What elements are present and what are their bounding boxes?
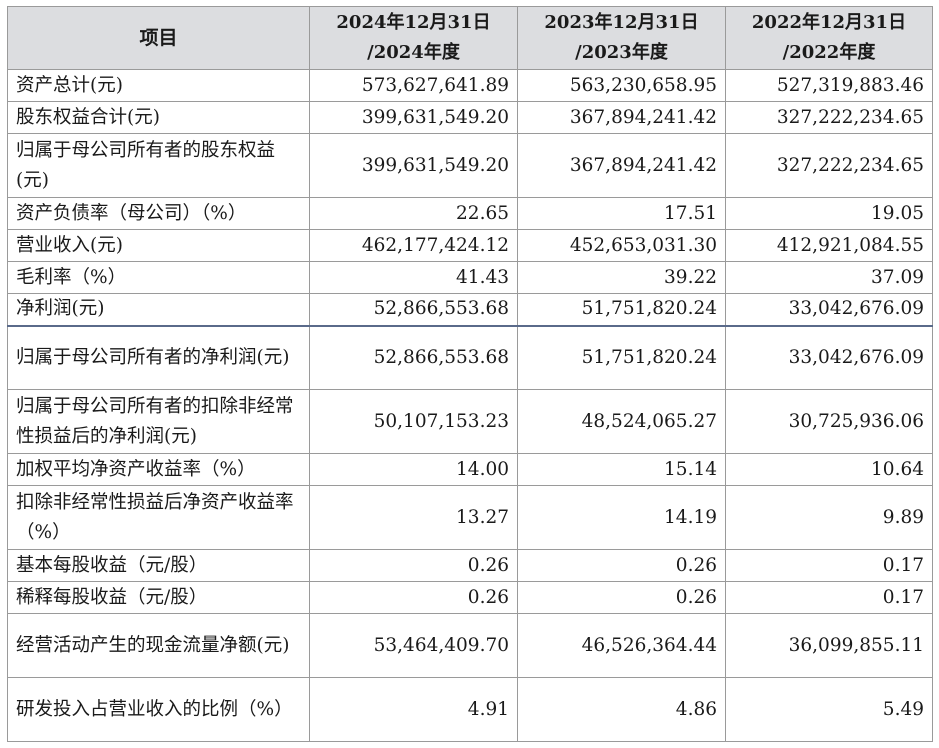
- table-row: 归属于母公司所有者的扣除非经常性损益后的净利润(元) 50,107,153.23…: [7, 389, 933, 454]
- value-2022: 37.09: [725, 261, 933, 294]
- row-label: 加权平均净资产收益率（%）: [7, 453, 310, 486]
- value-2023: 39.22: [517, 261, 726, 294]
- row-label: 研发投入占营业收入的比例（%）: [7, 677, 310, 742]
- financial-summary-table: 项目 2024年12月31日 /2024年度 2023年12月31日 /2023…: [7, 6, 933, 742]
- header-2023-date: 2023年12月31日: [544, 12, 699, 33]
- header-2023: 2023年12月31日 /2023年度: [517, 6, 726, 70]
- row-label: 归属于母公司所有者的净利润(元): [7, 324, 310, 390]
- table-row: 资产负债率（母公司）（%） 22.65 17.51 19.05: [7, 197, 933, 230]
- value-2022: 33,042,676.09: [725, 324, 933, 390]
- value-2024: 50,107,153.23: [309, 389, 518, 454]
- table-row: 基本每股收益（元/股） 0.26 0.26 0.17: [7, 549, 933, 582]
- table-row: 净利润(元) 52,866,553.68 51,751,820.24 33,04…: [7, 293, 933, 326]
- header-2022-date: 2022年12月31日: [751, 12, 907, 33]
- row-label: 稀释每股收益（元/股）: [7, 581, 310, 614]
- value-2024: 14.00: [309, 453, 518, 486]
- table-row: 股东权益合计(元) 399,631,549.20 367,894,241.42 …: [7, 101, 933, 134]
- row-label: 基本每股收益（元/股）: [7, 549, 310, 582]
- value-2024: 22.65: [309, 197, 518, 230]
- value-2024: 0.26: [309, 549, 518, 582]
- table-row: 稀释每股收益（元/股） 0.26 0.26 0.17: [7, 581, 933, 614]
- value-2024: 52,866,553.68: [309, 293, 518, 326]
- value-2023: 15.14: [517, 453, 726, 486]
- row-label: 营业收入(元): [7, 229, 310, 262]
- row-label: 净利润(元): [7, 293, 310, 326]
- row-label: 归属于母公司所有者的扣除非经常性损益后的净利润(元): [7, 389, 310, 454]
- value-2024: 53,464,409.70: [309, 613, 518, 678]
- value-2022: 327,222,234.65: [725, 133, 933, 198]
- value-2022: 30,725,936.06: [725, 389, 933, 454]
- row-label: 经营活动产生的现金流量净额(元): [7, 613, 310, 678]
- row-label: 扣除非经常性损益后净资产收益率（%）: [7, 485, 310, 550]
- value-2024: 399,631,549.20: [309, 101, 518, 134]
- table-row: 毛利率（%） 41.43 39.22 37.09: [7, 261, 933, 294]
- value-2023: 4.86: [517, 677, 726, 742]
- value-2022: 19.05: [725, 197, 933, 230]
- value-2024: 52,866,553.68: [309, 324, 518, 390]
- header-2023-period: /2023年度: [575, 42, 668, 63]
- value-2023: 51,751,820.24: [517, 324, 726, 390]
- value-2024: 13.27: [309, 485, 518, 550]
- header-2024-date: 2024年12月31日: [336, 12, 491, 33]
- table-body: 资产总计(元) 573,627,641.89 563,230,658.95 52…: [7, 69, 933, 742]
- table-header: 项目 2024年12月31日 /2024年度 2023年12月31日 /2023…: [7, 6, 933, 70]
- value-2023: 563,230,658.95: [517, 69, 726, 102]
- row-label: 资产负债率（母公司）（%）: [7, 197, 310, 230]
- value-2024: 0.26: [309, 581, 518, 614]
- table-row: 归属于母公司所有者的净利润(元) 52,866,553.68 51,751,82…: [7, 324, 933, 390]
- table-row: 营业收入(元) 462,177,424.12 452,653,031.30 41…: [7, 229, 933, 262]
- value-2024: 399,631,549.20: [309, 133, 518, 198]
- row-label: 毛利率（%）: [7, 261, 310, 294]
- table-row: 经营活动产生的现金流量净额(元) 53,464,409.70 46,526,36…: [7, 613, 933, 678]
- header-2024-period: /2024年度: [367, 42, 460, 63]
- header-2022-period: /2022年度: [782, 42, 876, 63]
- value-2024: 41.43: [309, 261, 518, 294]
- value-2022: 33,042,676.09: [725, 293, 933, 326]
- value-2022: 527,319,883.46: [725, 69, 933, 102]
- header-item-label: 项目: [139, 27, 178, 49]
- table-row: 研发投入占营业收入的比例（%） 4.91 4.86 5.49: [7, 677, 933, 742]
- value-2023: 46,526,364.44: [517, 613, 726, 678]
- value-2022: 9.89: [725, 485, 933, 550]
- value-2023: 17.51: [517, 197, 726, 230]
- table-row: 资产总计(元) 573,627,641.89 563,230,658.95 52…: [7, 69, 933, 102]
- value-2024: 573,627,641.89: [309, 69, 518, 102]
- value-2022: 10.64: [725, 453, 933, 486]
- value-2022: 327,222,234.65: [725, 101, 933, 134]
- value-2022: 5.49: [725, 677, 933, 742]
- row-label: 归属于母公司所有者的股东权益(元): [7, 133, 310, 198]
- value-2022: 0.17: [725, 581, 933, 614]
- value-2023: 14.19: [517, 485, 726, 550]
- header-2024: 2024年12月31日 /2024年度: [309, 6, 518, 70]
- value-2023: 367,894,241.42: [517, 133, 726, 198]
- value-2022: 0.17: [725, 549, 933, 582]
- table-row: 扣除非经常性损益后净资产收益率（%） 13.27 14.19 9.89: [7, 485, 933, 550]
- value-2022: 36,099,855.11: [725, 613, 933, 678]
- value-2023: 0.26: [517, 549, 726, 582]
- value-2023: 51,751,820.24: [517, 293, 726, 326]
- value-2023: 48,524,065.27: [517, 389, 726, 454]
- value-2023: 0.26: [517, 581, 726, 614]
- row-label: 资产总计(元): [7, 69, 310, 102]
- value-2022: 412,921,084.55: [725, 229, 933, 262]
- row-label: 股东权益合计(元): [7, 101, 310, 134]
- table-row: 加权平均净资产收益率（%） 14.00 15.14 10.64: [7, 453, 933, 486]
- header-item: 项目: [7, 6, 310, 70]
- value-2023: 367,894,241.42: [517, 101, 726, 134]
- header-row: 项目 2024年12月31日 /2024年度 2023年12月31日 /2023…: [7, 6, 933, 70]
- value-2024: 462,177,424.12: [309, 229, 518, 262]
- value-2023: 452,653,031.30: [517, 229, 726, 262]
- header-2022: 2022年12月31日 /2022年度: [725, 6, 933, 70]
- table-row: 归属于母公司所有者的股东权益(元) 399,631,549.20 367,894…: [7, 133, 933, 198]
- value-2024: 4.91: [309, 677, 518, 742]
